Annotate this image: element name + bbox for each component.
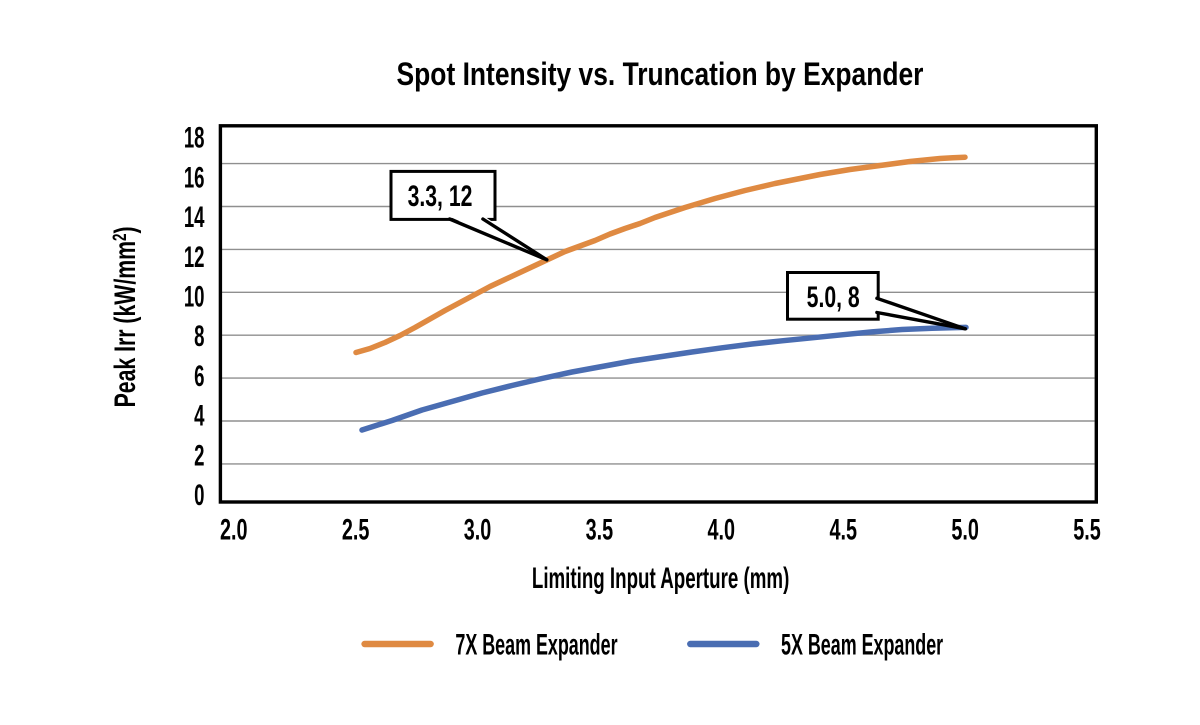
svg-text:5.0: 5.0 [951,513,979,546]
svg-text:2.0: 2.0 [220,513,248,546]
svg-text:8: 8 [194,320,204,354]
svg-text:4.5: 4.5 [829,513,857,546]
svg-text:5.5: 5.5 [1073,513,1101,546]
svg-text:5X Beam Expander: 5X Beam Expander [781,629,943,662]
svg-text:16: 16 [184,161,205,195]
svg-text:18: 18 [184,121,205,155]
svg-text:14: 14 [184,201,205,235]
svg-text:3.3, 12: 3.3, 12 [408,178,473,213]
svg-text:10: 10 [184,280,205,314]
svg-text:4.0: 4.0 [708,513,736,546]
svg-text:12: 12 [184,240,205,274]
svg-text:0: 0 [194,479,204,513]
svg-text:2.5: 2.5 [342,513,370,546]
svg-text:4: 4 [194,399,204,433]
svg-text:Limiting Input Aperture (mm): Limiting Input Aperture (mm) [532,562,789,596]
svg-text:Spot Intensity vs. Truncation: Spot Intensity vs. Truncation by Expande… [397,57,924,93]
svg-text:2: 2 [194,439,204,473]
svg-text:3.0: 3.0 [464,513,492,546]
svg-text:3.5: 3.5 [586,513,614,546]
svg-text:6: 6 [194,359,204,393]
svg-text:Peak Irr (kW/mm2): Peak Irr (kW/mm2) [107,226,142,407]
svg-text:5.0, 8: 5.0, 8 [807,279,860,314]
svg-text:7X Beam Expander: 7X Beam Expander [455,629,617,662]
